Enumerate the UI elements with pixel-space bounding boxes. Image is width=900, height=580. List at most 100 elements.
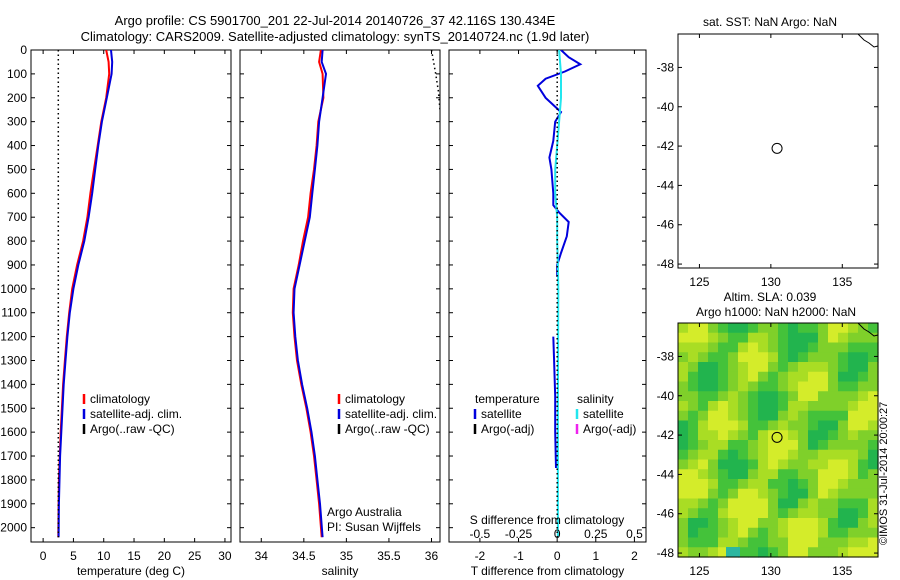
difference-profile-xtick-label: 0 — [554, 549, 561, 563]
sla-heatmap-cell — [738, 332, 749, 344]
sla-heatmap-cell — [788, 430, 799, 441]
difference-profile-xtick-label: -2 — [475, 549, 486, 563]
sla-heatmap-cell — [718, 498, 729, 509]
sla-heatmap-cell — [708, 440, 719, 451]
sla-heatmap-cell — [848, 381, 859, 392]
sla-heatmap-cell — [858, 440, 869, 451]
sla-heatmap-cell — [688, 410, 699, 422]
sla-heatmap-cell — [698, 391, 709, 402]
temperature-profile-ytick-label: 1700 — [0, 449, 27, 463]
sla-heatmap-cell — [698, 440, 709, 451]
sla-heatmap-cell — [828, 488, 839, 500]
sst-map-coastline — [857, 33, 879, 48]
sla-heatmap-cell — [848, 342, 859, 353]
difference-xtick-top-label: 0.5 — [626, 527, 643, 541]
sla-heatmap-cell — [868, 401, 879, 412]
sla-heatmap-cell — [758, 323, 769, 334]
sla-heatmap-cell — [678, 518, 689, 529]
sla-heatmap-cell — [718, 381, 729, 392]
difference-profile-xtick-label: 1 — [592, 549, 599, 563]
sla-heatmap-cell — [768, 498, 779, 509]
sla-heatmap-cell — [768, 459, 779, 470]
sla-heatmap-cell — [868, 332, 879, 344]
sla-heatmap-cell — [828, 381, 839, 392]
sla-heatmap-cell — [838, 410, 849, 422]
sla-heatmap-cell — [848, 323, 859, 334]
sla-heatmap-cell — [818, 401, 829, 412]
sla-heatmap-cell — [808, 449, 819, 461]
sla-heatmap-cell — [698, 527, 709, 539]
sla-heatmap-cell — [868, 430, 879, 441]
sla-heatmap-cell — [738, 488, 749, 500]
sla-map-subtitle: Argo h1000: NaN h2000: NaN — [696, 305, 856, 319]
sla-map-xtick-label: 130 — [761, 564, 781, 578]
sla-heatmap-cell — [728, 537, 739, 548]
sla-heatmap-cell — [808, 547, 819, 558]
sla-heatmap-cell — [798, 488, 809, 500]
sla-heatmap-cell — [708, 488, 719, 500]
sla-heatmap-cell — [808, 498, 819, 509]
sla-heatmap-cell — [848, 362, 859, 373]
sla-heatmap-cell — [818, 381, 829, 392]
temperature-profile-xtick-label: 20 — [158, 549, 172, 563]
sla-heatmap-cell — [838, 381, 849, 392]
sla-heatmap-cell — [748, 401, 759, 412]
sst-map-ytick-label: -40 — [657, 100, 675, 114]
sla-heatmap-cell — [698, 469, 709, 480]
salinity-annotation: PI: Susan Wijffels — [327, 520, 421, 534]
sla-heatmap-cell — [778, 371, 789, 383]
sla-heatmap-cell — [868, 323, 879, 334]
sla-heatmap-cell — [818, 352, 829, 363]
sla-heatmap-cell — [868, 381, 879, 392]
sla-heatmap-cell — [748, 430, 759, 441]
sla-heatmap-cell — [728, 371, 739, 383]
sla-heatmap-cell — [828, 479, 839, 490]
sla-heatmap-cell — [828, 352, 839, 363]
sla-heatmap-cell — [808, 410, 819, 422]
sla-heatmap-cell — [838, 440, 849, 451]
sla-heatmap-cell — [728, 332, 739, 344]
sla-heatmap-cell — [828, 449, 839, 461]
sla-heatmap-cell — [818, 537, 829, 548]
sla-heatmap-cell — [688, 391, 699, 402]
salinity-profile-xtick-label: 34 — [255, 549, 269, 563]
sla-heatmap-cell — [698, 488, 709, 500]
sla-heatmap-cell — [808, 362, 819, 373]
sla-heatmap-cell — [778, 469, 789, 480]
sla-heatmap-cell — [748, 449, 759, 461]
difference-profile-xtick-label: -1 — [513, 549, 524, 563]
sla-heatmap-cell — [858, 381, 869, 392]
sst-map-ytick-label: -44 — [657, 178, 675, 192]
sla-heatmap-cell — [848, 547, 859, 558]
sla-heatmap-cell — [828, 498, 839, 509]
sla-heatmap-cell — [738, 479, 749, 490]
sla-heatmap-cell — [788, 410, 799, 422]
sla-heatmap-cell — [768, 420, 779, 431]
sla-heatmap-cell — [748, 488, 759, 500]
sla-heatmap-cell — [728, 498, 739, 509]
sla-heatmap-cell — [708, 420, 719, 431]
sla-heatmap-cell — [698, 401, 709, 412]
difference-xtick-top-label: 0 — [554, 527, 561, 541]
sla-heatmap-cell — [868, 440, 879, 451]
salinity-profile-xtick-label: 34.5 — [292, 549, 316, 563]
sla-heatmap-cell — [748, 508, 759, 519]
sla-heatmap-cell — [868, 352, 879, 363]
sla-heatmap-cell — [758, 488, 769, 500]
sla-heatmap-cell — [818, 547, 829, 558]
sla-heatmap-cell — [758, 342, 769, 353]
sla-heatmap-cell — [678, 352, 689, 363]
sla-heatmap-cell — [768, 332, 779, 344]
temperature-profile-ytick-label: 500 — [7, 162, 27, 176]
sla-heatmap-cell — [828, 332, 839, 344]
sla-heatmap-cell — [688, 362, 699, 373]
sla-heatmap-cell — [738, 449, 749, 461]
sla-heatmap-cell — [738, 342, 749, 353]
sla-heatmap-cell — [858, 508, 869, 519]
sla-heatmap-cell — [688, 479, 699, 490]
sla-heatmap-cell — [708, 508, 719, 519]
sla-heatmap-cell — [778, 440, 789, 451]
sla-heatmap-cell — [818, 440, 829, 451]
sla-heatmap-cell — [838, 342, 849, 353]
sla-heatmap-cell — [718, 401, 729, 412]
